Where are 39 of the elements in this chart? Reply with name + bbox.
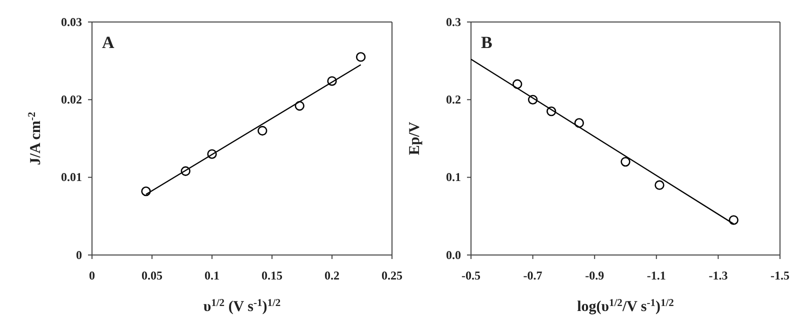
point	[356, 52, 366, 62]
x-tick-label: 0.2	[324, 268, 340, 283]
point	[180, 166, 190, 176]
x-tick-label: 0	[89, 268, 95, 283]
point	[294, 101, 304, 111]
y-tick-label: 0.3	[446, 14, 461, 29]
x-tick-label: -1.3	[708, 268, 728, 283]
x-tick-label: -1.5	[770, 268, 790, 283]
x-tick-label: -1.1	[646, 268, 666, 283]
annotation: A	[102, 33, 115, 52]
x-axis-title: υ$^{1/2}$ (V s$^{-1}$)$^{1/2}$	[203, 298, 281, 315]
x-tick-label: -0.5	[462, 268, 480, 283]
y-tick-label: 0	[76, 248, 82, 262]
y-tick-label: 0.01	[61, 170, 82, 184]
annotation: B	[481, 33, 492, 52]
y-tick-label: 0.2	[446, 92, 461, 107]
x-axis-title: log(υ$^{1/2}$/V s$^{-1}$)$^{1/2}$	[577, 298, 674, 315]
x-tick-label: 0.25	[382, 268, 402, 283]
point	[141, 186, 151, 196]
point	[528, 94, 538, 104]
x-tick-label: -0.7	[523, 268, 542, 283]
point	[574, 118, 584, 128]
x-tick-label: 0.05	[142, 268, 162, 283]
x-tick-label: -0.9	[585, 268, 604, 283]
x-tick-label: 0.15	[262, 268, 282, 283]
y-tick-label: 0.1	[446, 170, 461, 184]
point	[512, 79, 522, 89]
y-tick-label: 0.03	[61, 14, 82, 29]
point	[327, 76, 337, 86]
point	[207, 149, 217, 159]
y-axis-title: Ep/V	[407, 122, 423, 156]
point	[620, 156, 630, 167]
y-tick-label: 0.02	[61, 92, 82, 107]
point	[258, 126, 268, 136]
point	[728, 215, 738, 225]
y-tick-label: 0.0	[446, 248, 461, 262]
x-tick-label: 0.1	[204, 268, 220, 283]
point	[546, 106, 556, 116]
point	[654, 180, 664, 190]
